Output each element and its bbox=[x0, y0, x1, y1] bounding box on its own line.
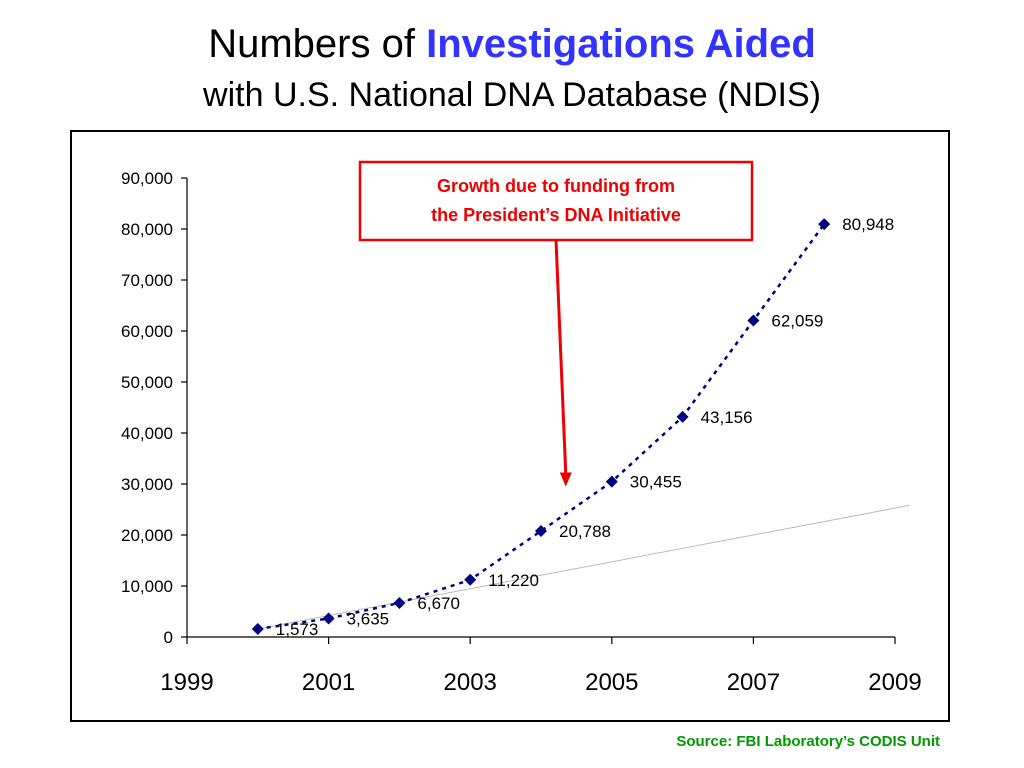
title-highlight: Investigations Aided bbox=[426, 22, 816, 66]
data-point-marker bbox=[464, 573, 477, 586]
data-label: 43,156 bbox=[701, 408, 753, 427]
x-tick-label: 2009 bbox=[868, 669, 921, 696]
data-point-marker bbox=[393, 596, 406, 609]
data-point-marker bbox=[535, 524, 547, 537]
data-label: 6,670 bbox=[417, 594, 460, 613]
investigations-chart: 0 10,000 20,000 30,000 40,000 50,000 60,000 70,… bbox=[121, 160, 922, 696]
data-point-marker bbox=[676, 410, 689, 423]
annotation-line-1: Growth due to funding from bbox=[437, 176, 675, 196]
title-prefix: Numbers of bbox=[208, 22, 427, 66]
y-tick-label: 10,000 bbox=[121, 577, 173, 596]
x-tick-label: 2005 bbox=[585, 669, 638, 696]
data-point-marker bbox=[605, 475, 618, 488]
data-label: 1,573 bbox=[276, 620, 319, 639]
annotation-arrow-line bbox=[554, 239, 568, 475]
data-label: 11,220 bbox=[488, 571, 539, 590]
y-tick-label: 70,000 bbox=[121, 271, 173, 290]
data-label: 20,788 bbox=[559, 522, 611, 541]
data-label: 30,455 bbox=[630, 473, 682, 492]
x-tick-label: 2003 bbox=[444, 669, 497, 696]
y-tick-label: 0 bbox=[164, 628, 173, 647]
data-point-marker bbox=[251, 622, 264, 635]
data-label: 80,948 bbox=[842, 215, 894, 234]
trend-line bbox=[257, 504, 910, 630]
y-tick-label: 60,000 bbox=[121, 322, 173, 341]
slide-subtitle: with U.S. National DNA Database (NDIS) bbox=[203, 76, 821, 114]
x-tick-label: 1999 bbox=[160, 669, 213, 696]
annotation-line-2: the President’s DNA Initiative bbox=[431, 205, 681, 225]
x-tick-label: 2001 bbox=[302, 669, 355, 696]
y-tick-label: 40,000 bbox=[121, 424, 173, 443]
slide-title: Numbers of Investigations Aided bbox=[0, 22, 1024, 67]
data-point-marker bbox=[322, 612, 335, 625]
y-tick-label: 80,000 bbox=[121, 220, 173, 239]
data-point-marker bbox=[747, 314, 760, 327]
y-tick-label: 50,000 bbox=[121, 373, 173, 392]
source-note: Source: FBI Laboratory’s CODIS Unit bbox=[676, 733, 940, 750]
y-tick-label: 30,000 bbox=[121, 475, 173, 494]
y-tick-label: 20,000 bbox=[121, 526, 173, 545]
y-tick-label: 90,000 bbox=[121, 169, 173, 188]
annotation-box bbox=[358, 160, 754, 242]
x-tick-label: 2007 bbox=[727, 669, 780, 696]
chart-frame: 0 10,000 20,000 30,000 40,000 50,000 60,000 70,… bbox=[70, 130, 950, 722]
data-point-marker bbox=[818, 218, 831, 231]
data-label: 62,059 bbox=[771, 311, 823, 330]
annotation-arrow-head bbox=[559, 472, 572, 487]
data-label: 3,635 bbox=[347, 609, 390, 628]
